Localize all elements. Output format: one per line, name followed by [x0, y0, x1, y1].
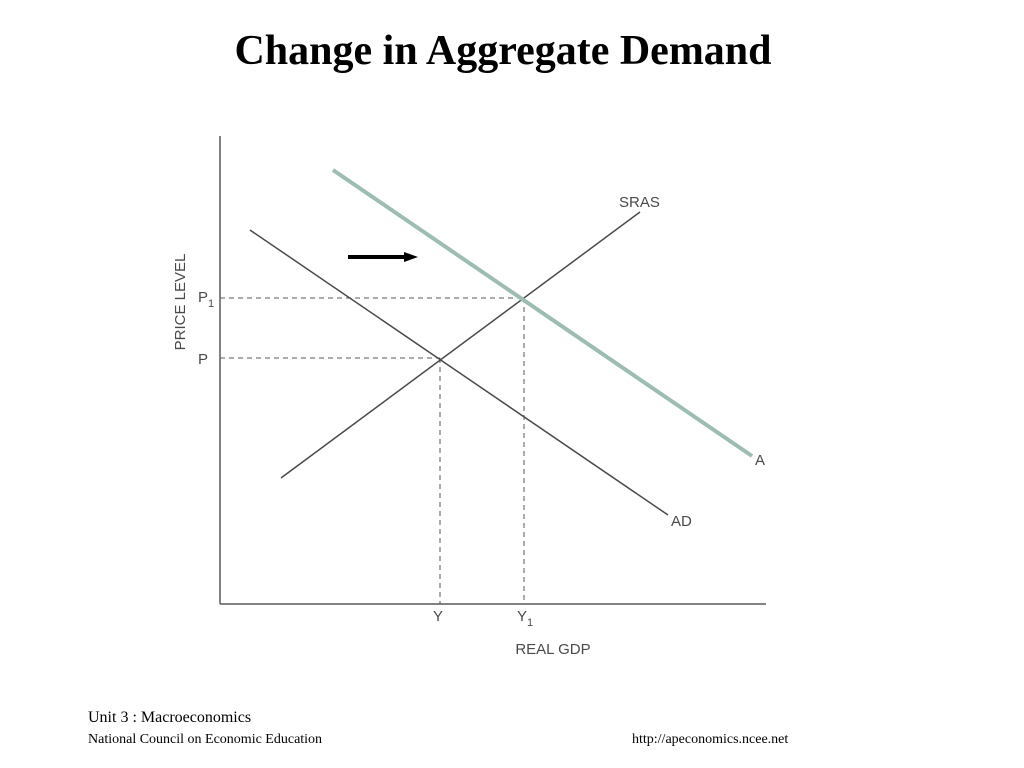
footer-organization: National Council on Economic Education [88, 732, 323, 747]
y1-label: Y1 [517, 608, 533, 629]
x-axis-label: REAL GDP [515, 641, 590, 658]
footer-url: http://apeconomics.ncee.net [632, 732, 789, 747]
p-label: P [198, 351, 208, 368]
ad1-label: A [755, 452, 765, 469]
footer-unit-label: Unit 3 : Macroeconomics [88, 709, 252, 726]
shift-right-arrow [348, 252, 418, 262]
y-axis-label: PRICE LEVEL [172, 254, 189, 351]
ad1-curve [331, 168, 754, 458]
y-label: Y [433, 608, 443, 625]
sras-curve [280, 211, 641, 479]
ad-curve [249, 229, 669, 516]
sras-label: SRAS [619, 194, 660, 211]
slide-title: Change in Aggregate Demand [234, 28, 772, 74]
p1-label: P1 [198, 289, 214, 310]
ad-label: AD [671, 513, 692, 530]
